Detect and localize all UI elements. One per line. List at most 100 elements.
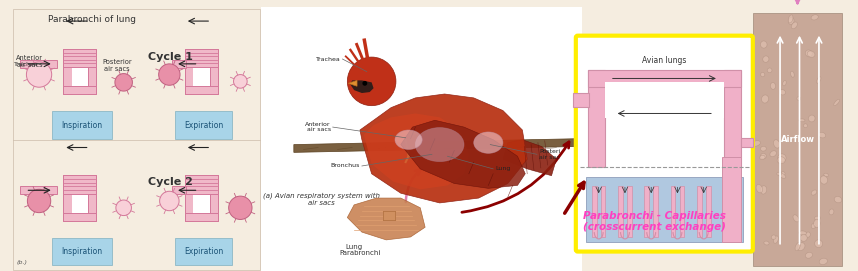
Ellipse shape [774,140,780,148]
Circle shape [116,200,131,215]
FancyBboxPatch shape [63,175,96,193]
Ellipse shape [813,220,820,227]
Ellipse shape [806,232,810,237]
Ellipse shape [834,99,839,106]
Ellipse shape [819,258,827,264]
FancyBboxPatch shape [588,70,605,167]
FancyBboxPatch shape [741,138,752,147]
Polygon shape [350,80,373,93]
FancyBboxPatch shape [63,212,96,221]
Ellipse shape [395,130,422,149]
Ellipse shape [760,186,767,194]
Ellipse shape [812,223,816,228]
Text: Trachea: Trachea [316,57,341,62]
Ellipse shape [806,50,813,57]
Ellipse shape [790,71,795,77]
FancyBboxPatch shape [63,86,96,94]
FancyBboxPatch shape [384,211,395,220]
Ellipse shape [795,243,801,251]
Ellipse shape [779,173,786,178]
FancyBboxPatch shape [71,67,88,86]
Ellipse shape [789,15,793,23]
FancyBboxPatch shape [752,13,843,266]
FancyBboxPatch shape [605,82,723,118]
Ellipse shape [808,115,815,122]
Ellipse shape [834,196,842,203]
Ellipse shape [814,216,820,220]
Text: Posteri
air sac: Posteri air sac [539,149,560,160]
FancyBboxPatch shape [88,49,96,94]
Ellipse shape [799,231,807,235]
Text: Expiration: Expiration [184,247,223,256]
Ellipse shape [801,234,807,241]
Ellipse shape [806,252,813,258]
FancyBboxPatch shape [585,177,743,242]
FancyBboxPatch shape [384,211,395,220]
Text: Airflow: Airflow [781,135,814,144]
Ellipse shape [793,215,799,222]
Polygon shape [364,114,468,189]
FancyBboxPatch shape [627,186,631,237]
Circle shape [229,196,252,220]
Text: (a) Avian respiratory system with
air sacs: (a) Avian respiratory system with air sa… [263,192,379,206]
Ellipse shape [474,132,503,153]
Polygon shape [401,120,525,188]
FancyBboxPatch shape [722,157,741,242]
FancyBboxPatch shape [71,193,88,212]
Ellipse shape [804,124,807,128]
FancyBboxPatch shape [588,70,741,87]
Ellipse shape [797,243,805,251]
Ellipse shape [811,15,819,20]
Text: Lung: Lung [495,166,511,171]
Circle shape [347,57,396,106]
Ellipse shape [752,141,760,146]
Polygon shape [503,140,556,176]
FancyBboxPatch shape [185,49,193,94]
FancyBboxPatch shape [384,211,395,220]
FancyBboxPatch shape [384,211,395,220]
Ellipse shape [762,95,769,103]
FancyBboxPatch shape [20,60,57,68]
Text: Lung: Lung [346,244,363,250]
Ellipse shape [799,119,805,122]
FancyBboxPatch shape [209,49,218,94]
Ellipse shape [829,209,834,215]
FancyBboxPatch shape [172,186,186,194]
FancyBboxPatch shape [697,186,702,237]
FancyBboxPatch shape [63,175,71,221]
FancyBboxPatch shape [185,86,218,94]
FancyBboxPatch shape [601,186,606,237]
Ellipse shape [789,18,794,24]
FancyBboxPatch shape [671,186,675,237]
FancyBboxPatch shape [20,186,57,194]
Polygon shape [347,198,425,240]
Ellipse shape [782,80,786,86]
Ellipse shape [761,72,764,77]
Circle shape [160,191,179,211]
Ellipse shape [819,132,825,138]
FancyBboxPatch shape [384,211,395,220]
Ellipse shape [779,90,785,95]
Ellipse shape [770,83,776,89]
FancyBboxPatch shape [88,175,96,221]
Text: Anterior
air sacs: Anterior air sacs [305,122,331,133]
Ellipse shape [817,77,821,83]
FancyBboxPatch shape [185,175,218,193]
Text: Parabronchi of lung: Parabronchi of lung [47,15,136,24]
Text: Avian lungs: Avian lungs [642,56,686,65]
FancyBboxPatch shape [13,9,260,270]
Ellipse shape [797,97,801,100]
Ellipse shape [824,173,829,177]
FancyBboxPatch shape [261,8,582,271]
FancyBboxPatch shape [706,186,710,237]
Ellipse shape [774,236,778,243]
FancyBboxPatch shape [193,193,209,212]
Ellipse shape [415,128,464,162]
FancyBboxPatch shape [185,175,193,221]
FancyBboxPatch shape [185,212,218,221]
Ellipse shape [776,172,782,175]
FancyBboxPatch shape [172,60,186,68]
FancyBboxPatch shape [573,93,589,107]
Ellipse shape [777,154,786,162]
Ellipse shape [807,51,815,57]
